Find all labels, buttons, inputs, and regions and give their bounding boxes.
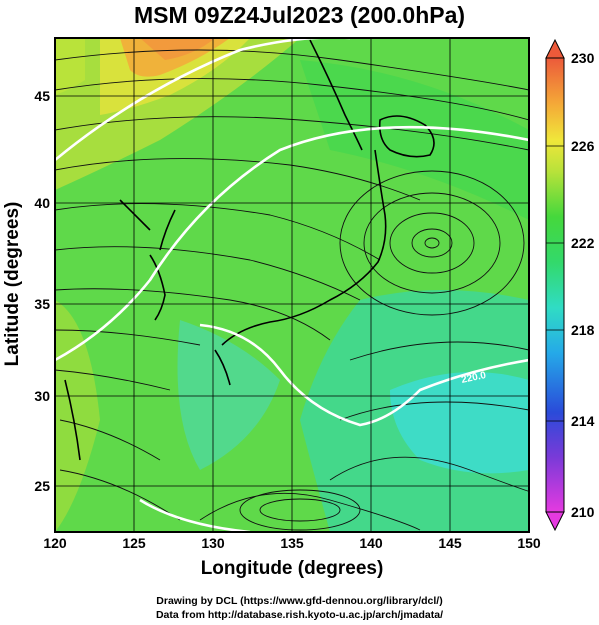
x-tick-120: 120 <box>43 535 67 551</box>
gridlines <box>55 38 529 532</box>
colorbar <box>545 38 565 532</box>
footer-credit-line: Drawing by DCL (https://www.gfd-dennou.o… <box>156 595 443 607</box>
coastlines <box>64 39 435 461</box>
colorbar-tick-222: 222 <box>571 235 595 251</box>
y-tick-45: 45 <box>34 88 50 104</box>
x-tick-135: 135 <box>280 535 304 551</box>
x-tick-145: 145 <box>438 535 462 551</box>
x-tick-150: 150 <box>517 535 541 551</box>
y-tick-40: 40 <box>34 195 50 211</box>
colorbar-tick-230: 230 <box>571 50 595 66</box>
streamlines <box>55 49 529 531</box>
colorbar-tick-214: 214 <box>571 413 595 429</box>
x-axis-label: Longitude (degrees) <box>200 558 384 579</box>
y-tick-25: 25 <box>34 478 50 494</box>
colorbar-tick-210: 210 <box>571 504 595 520</box>
y-tick-30: 30 <box>34 388 50 404</box>
chart-title: MSM 09Z24Jul2023 (200.0hPa) <box>133 2 466 28</box>
y-axis-label: Latitude (degrees) <box>2 201 23 367</box>
footer-data-line: Data from http://database.rish.kyoto-u.a… <box>155 609 444 621</box>
contour-label: 220.0 <box>460 370 487 386</box>
colorbar-tick-218: 218 <box>571 322 595 338</box>
colorbar-tick-226: 226 <box>571 138 595 154</box>
plot-frame <box>54 37 530 533</box>
x-tick-140: 140 <box>359 535 383 551</box>
x-tick-125: 125 <box>122 535 146 551</box>
y-tick-35: 35 <box>34 296 50 312</box>
x-tick-130: 130 <box>201 535 225 551</box>
